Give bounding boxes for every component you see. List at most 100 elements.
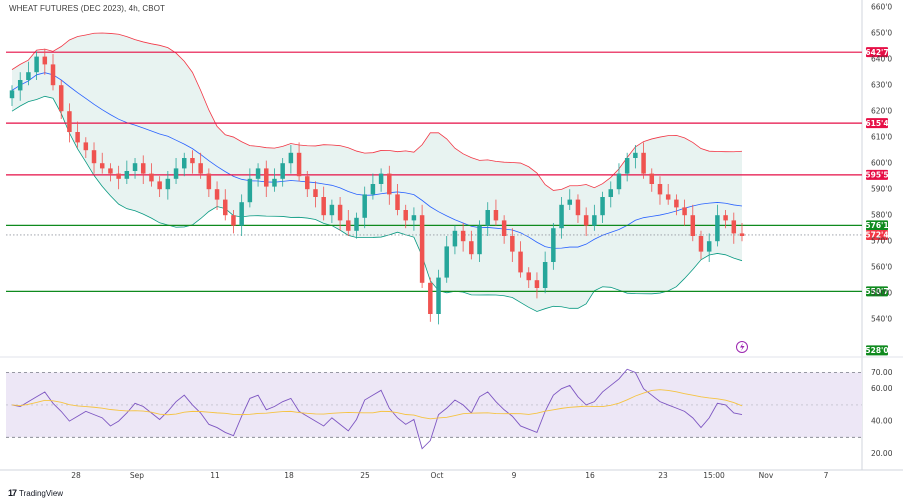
candle-body — [9, 90, 15, 99]
candle-body — [223, 199, 228, 216]
candle-body — [526, 272, 531, 281]
candle-body — [411, 215, 417, 221]
candle-body — [583, 215, 589, 226]
candle-body — [305, 176, 310, 190]
candle-body — [206, 173, 212, 190]
candle-body — [337, 204, 343, 221]
candle-body — [674, 199, 679, 208]
level-label-595'5: 595'5 — [865, 171, 888, 180]
rsi-ma-line — [11, 389, 743, 420]
tradingview-brand[interactable]: 17 TradingView — [8, 488, 63, 498]
price-tick-label: 620'0 — [871, 107, 892, 116]
candle-body — [551, 228, 556, 262]
candle-body — [469, 241, 474, 255]
candle-body — [485, 210, 490, 226]
time-tick-label: 15:00 — [703, 471, 725, 480]
price-tick-label: 640'0 — [871, 55, 892, 64]
candle-body — [395, 194, 400, 210]
last-price-badge — [866, 229, 888, 240]
candle-body — [296, 152, 302, 177]
candle-body — [272, 178, 277, 187]
rsi-line — [11, 368, 743, 450]
level-badge-576'1 — [866, 220, 888, 231]
candle-body — [346, 220, 351, 231]
candle-body — [17, 80, 23, 91]
chart-title: WHEAT FUTURES (DEC 2023), 4h, CBOT — [9, 4, 166, 13]
candle-body — [124, 171, 130, 179]
candle-body — [706, 241, 712, 252]
rsi-tick-label: 20.00 — [871, 449, 893, 458]
candle-body — [600, 197, 605, 216]
candle-body — [83, 142, 89, 151]
level-badge-550'7 — [866, 286, 888, 297]
candle-body — [739, 233, 745, 236]
candle-body — [690, 215, 696, 236]
level-label-642'7: 642'7 — [865, 48, 888, 57]
candle-body — [26, 72, 31, 80]
candle-body — [518, 251, 523, 273]
level-badge-615'4 — [866, 118, 888, 129]
candle-body — [542, 262, 548, 288]
level-label-576'1: 576'1 — [865, 221, 888, 230]
bollinger-band-fill — [12, 32, 742, 312]
candle-body — [665, 194, 671, 200]
price-tick-label: 590'0 — [871, 185, 892, 194]
candle-body — [329, 204, 335, 216]
alert-icon[interactable] — [736, 341, 748, 353]
candle-body — [75, 132, 80, 143]
candle-body — [157, 181, 162, 190]
candle-body — [649, 173, 655, 184]
price-tick-label: 580'0 — [871, 211, 892, 220]
tradingview-logo-icon: 17 — [8, 488, 17, 498]
candle-body — [378, 173, 384, 184]
price-tick-label: 630'0 — [871, 81, 892, 90]
candle-body — [592, 215, 597, 226]
candle-body — [231, 215, 236, 226]
candle-body — [67, 111, 72, 132]
time-tick-label: 23 — [658, 471, 668, 480]
candle-body — [34, 56, 39, 73]
level-label-615'4: 615'4 — [865, 119, 888, 128]
candle-body — [255, 168, 261, 179]
candle-body — [239, 202, 244, 226]
candle-body — [108, 168, 113, 174]
candle-body — [477, 225, 482, 255]
level-badge-595'5 — [866, 169, 888, 180]
candle-body — [247, 178, 253, 203]
candle-body — [575, 199, 581, 216]
candle-body — [428, 282, 433, 314]
candle-body — [641, 152, 646, 174]
candle-body — [452, 230, 458, 247]
candle-body — [715, 215, 720, 242]
candle-body — [657, 184, 663, 195]
price-tick-label: 660'0 — [871, 3, 892, 12]
candle-body — [534, 280, 540, 288]
candle-body — [354, 217, 359, 231]
candle-body — [698, 236, 704, 252]
candle-body — [321, 197, 326, 216]
candle-body — [99, 163, 105, 169]
bollinger-middle-line — [11, 72, 743, 249]
candle-body — [460, 230, 466, 242]
bollinger-lower-line — [11, 95, 743, 312]
candle-body — [493, 210, 499, 221]
time-tick-label: 9 — [512, 471, 517, 480]
last-price-label: 572'4 — [865, 231, 888, 240]
price-tick-label: 550'0 — [871, 289, 892, 298]
time-tick-label: 28 — [71, 471, 81, 480]
time-tick-label: Oct — [431, 471, 444, 480]
candle-body — [264, 168, 269, 187]
level-badge-528'0 — [866, 345, 888, 356]
candle-body — [633, 152, 638, 158]
rsi-tick-label: 70.00 — [871, 368, 893, 377]
candle-body — [313, 189, 318, 197]
price-tick-label: 560'0 — [871, 263, 892, 272]
price-tick-label: 600'0 — [871, 159, 892, 168]
candle-body — [173, 168, 179, 179]
candle-body — [140, 163, 146, 174]
level-label-550'7: 550'7 — [865, 287, 888, 296]
lightning-icon — [740, 343, 745, 351]
candle-body — [362, 194, 367, 218]
candle-body — [116, 173, 121, 179]
